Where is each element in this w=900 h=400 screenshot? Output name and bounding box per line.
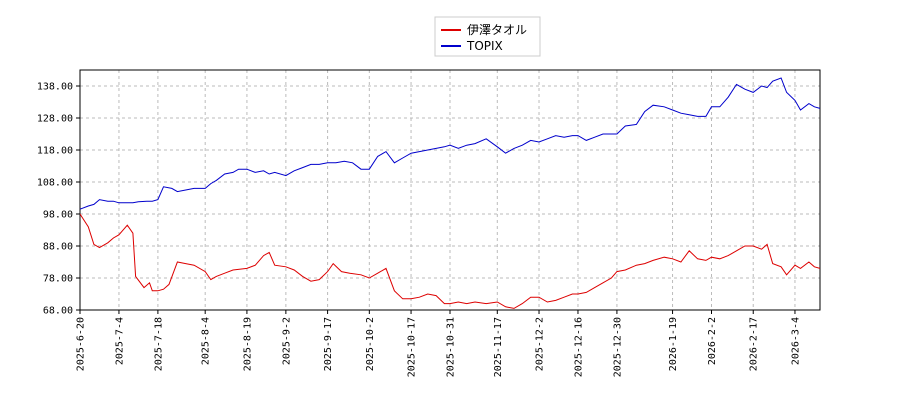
x-tick-label: 2025-12-30 [612, 317, 623, 377]
y-tick-label: 88.00 [43, 242, 73, 253]
y-tick-label: 78.00 [43, 274, 73, 285]
x-axis: 2025-6-20 2025-7-4 2025-7-18 2025-8-4 2025-8… [76, 310, 801, 377]
legend-box [434, 16, 541, 57]
legend-label: 伊澤タオル [467, 23, 527, 37]
y-tick-label: 118.00 [37, 146, 73, 157]
x-tick-label: 2026-2-17 [749, 317, 760, 371]
y-tick-label: 108.00 [37, 178, 73, 189]
x-tick-label: 2026-3-4 [790, 317, 801, 365]
x-tick-label: 2026-1-19 [668, 317, 679, 371]
x-tick-label: 2025-7-18 [153, 317, 164, 371]
series-layer [79, 77, 821, 309]
series-line-topix [79, 77, 821, 210]
x-tick-label: 2025-12-16 [573, 317, 584, 377]
grid [79, 70, 820, 311]
x-tick-label: 2025-6-20 [76, 317, 87, 371]
x-tick-label: 2025-12-2 [535, 317, 546, 371]
y-tick-label: 128.00 [37, 114, 73, 125]
x-tick-label: 2026-2-2 [707, 317, 718, 365]
x-tick-label: 2025-11-17 [493, 317, 504, 377]
x-tick-label: 2025-8-19 [242, 317, 253, 371]
legend: 伊澤タオル TOPIX [434, 16, 541, 57]
legend-label: TOPIX [466, 39, 503, 53]
x-tick-label: 2025-10-2 [365, 317, 376, 371]
x-tick-label: 2025-10-17 [407, 317, 418, 377]
y-axis: 68.00 78.00 88.00 98.00 108.00 118.00 128.00 13… [37, 82, 80, 317]
y-tick-label: 98.00 [43, 210, 73, 221]
x-tick-label: 2025-10-31 [446, 317, 457, 377]
y-tick-label: 68.00 [43, 306, 73, 317]
x-tick-label: 2025-7-4 [114, 317, 125, 365]
x-tick-label: 2025-9-2 [281, 317, 292, 365]
series-line-izawa-towel [79, 213, 821, 309]
y-tick-label: 138.00 [37, 82, 73, 93]
x-tick-label: 2025-8-4 [201, 317, 212, 365]
x-tick-label: 2025-9-17 [323, 317, 334, 371]
